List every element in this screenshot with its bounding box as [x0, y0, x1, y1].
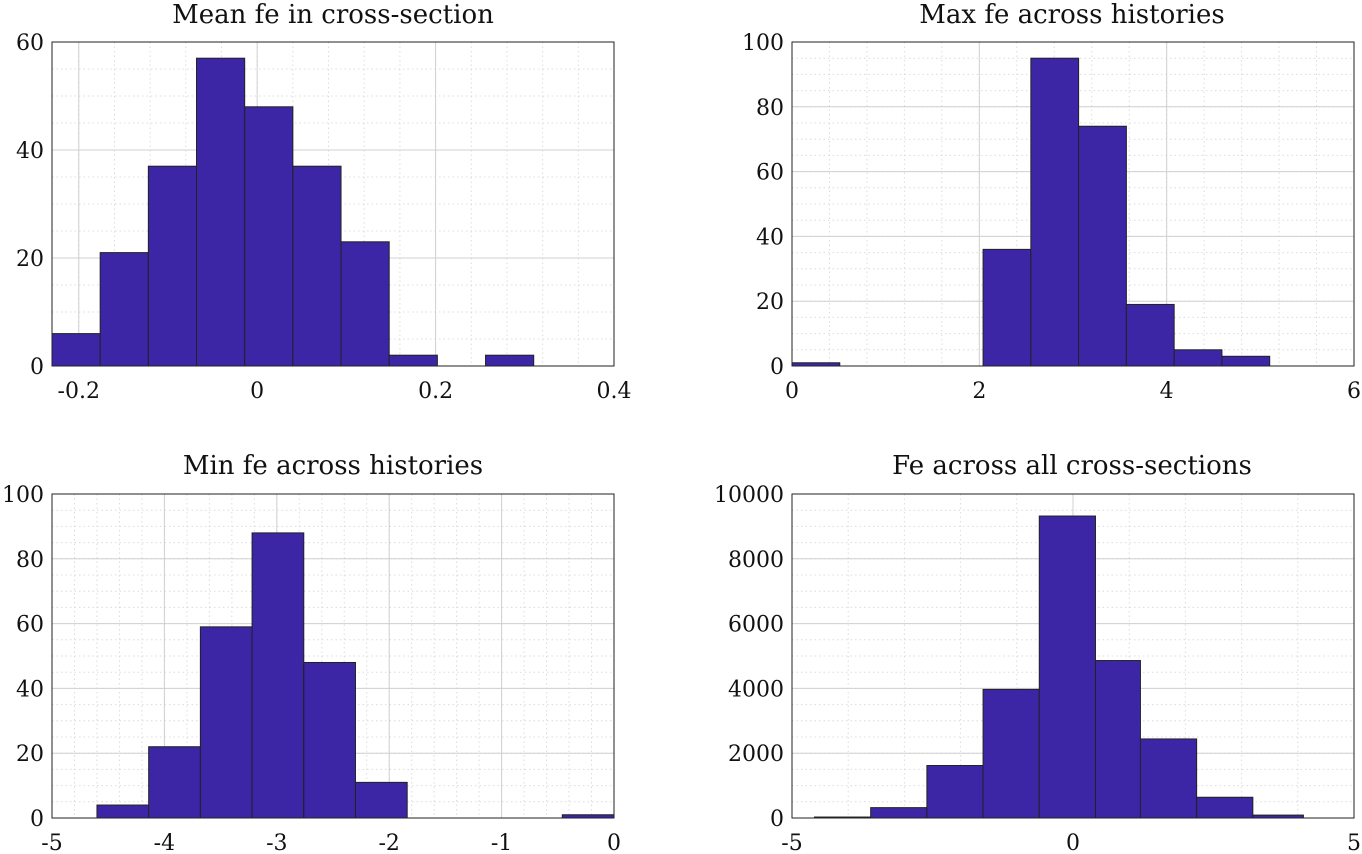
- y-tick-label: 40: [16, 139, 44, 164]
- plot-title: Max fe across histories: [919, 0, 1224, 30]
- bars: [51, 57, 535, 367]
- y-tick-labels: 0 2000 4000 6000 8000 10000: [714, 483, 784, 832]
- x-tick-label: -0.2: [58, 379, 100, 404]
- histogram-bar: [1078, 125, 1127, 367]
- x-tick-label: 5: [1347, 831, 1361, 854]
- x-tick-labels: -5 -4 -3 -2 -1 0: [41, 831, 621, 854]
- axes-box: [791, 41, 1355, 367]
- histogram-bar: [292, 165, 342, 367]
- histogram-bar: [354, 781, 408, 819]
- histogram-bar: [147, 165, 198, 367]
- plot-title: Min fe across histories: [183, 451, 483, 481]
- x-tick-label: -1: [491, 831, 512, 854]
- histogram-bar: [96, 804, 150, 819]
- x-tick-labels: -5 0 5: [781, 831, 1361, 854]
- y-tick-label: 80: [756, 96, 784, 121]
- y-tick-labels: 0 20 40 60: [16, 31, 44, 380]
- y-tick-label: 20: [756, 290, 784, 315]
- y-tick-labels: 0 20 40 60 80 100: [2, 483, 44, 832]
- histogram-bar: [982, 688, 1040, 819]
- y-tick-label: 100: [742, 31, 784, 56]
- y-tick-label: 0: [770, 807, 784, 832]
- y-tick-label: 100: [2, 483, 44, 508]
- histogram-bar: [244, 106, 294, 367]
- x-tick-label: 0: [1066, 831, 1080, 854]
- axes-box: [51, 41, 615, 367]
- y-tick-label: 0: [30, 355, 44, 380]
- histogram-bar: [340, 241, 390, 367]
- histogram-bar: [303, 661, 356, 819]
- x-tick-label: -2: [378, 831, 399, 854]
- y-tick-label: 40: [16, 677, 44, 702]
- y-tick-label: 8000: [728, 548, 784, 573]
- histogram-bar: [1196, 796, 1254, 819]
- x-tick-label: -5: [781, 831, 802, 854]
- panel-mean-fe: Mean fe in cross-section -0.2 0 0.2 0.4 0 20…: [16, 0, 632, 404]
- x-tick-label: 0: [785, 379, 799, 404]
- y-tick-label: 2000: [728, 742, 784, 767]
- y-tick-label: 40: [756, 225, 784, 250]
- histogram-bar: [388, 354, 438, 367]
- y-tick-label: 6000: [728, 613, 784, 638]
- y-tick-label: 60: [16, 613, 44, 638]
- histogram-bar: [199, 626, 253, 819]
- histogram-bar: [148, 746, 201, 819]
- y-tick-label: 10000: [714, 483, 784, 508]
- x-tick-label: -5: [41, 831, 62, 854]
- histogram-bar: [1094, 660, 1141, 819]
- x-tick-label: -3: [266, 831, 287, 854]
- panel-min-fe: Min fe across histories -5 -4 -3 -2 -1 0 0 20 4…: [2, 451, 621, 854]
- bars: [791, 57, 1271, 367]
- axes-box: [51, 493, 615, 819]
- x-tick-label: 0: [607, 831, 621, 854]
- histogram-bar: [1221, 355, 1271, 367]
- histogram-bar: [1030, 57, 1080, 367]
- histogram-bar: [870, 807, 928, 819]
- x-tick-labels: -0.2 0 0.2 0.4: [58, 379, 632, 404]
- y-tick-label: 60: [16, 31, 44, 56]
- axes-box: [791, 493, 1355, 819]
- panel-max-fe: Max fe across histories 0 2 4 6 0 20 40 60 80 10…: [742, 0, 1361, 404]
- x-tick-label: 4: [1160, 379, 1174, 404]
- y-tick-label: 0: [770, 355, 784, 380]
- y-tick-label: 20: [16, 742, 44, 767]
- y-tick-label: 4000: [728, 677, 784, 702]
- x-tick-label: 0.2: [418, 379, 453, 404]
- y-tick-labels: 0 20 40 60 80 100: [742, 31, 784, 380]
- histogram-bar: [196, 57, 246, 367]
- histogram-bar: [485, 354, 535, 367]
- histogram-bar: [51, 333, 101, 367]
- plot-title: Mean fe in cross-section: [172, 0, 494, 30]
- histogram-bar: [1038, 515, 1096, 819]
- histogram-bar: [251, 532, 305, 819]
- histogram-bar: [982, 248, 1032, 367]
- y-tick-label: 60: [756, 161, 784, 186]
- y-tick-label: 80: [16, 548, 44, 573]
- x-tick-label: -4: [154, 831, 175, 854]
- y-tick-label: 0: [30, 807, 44, 832]
- panel-fe-all: Fe across all cross-sections -5 0 5 020004…: [714, 451, 1361, 854]
- x-tick-label: 6: [1347, 379, 1361, 404]
- bars: [813, 515, 1304, 819]
- histogram-bar: [1173, 349, 1223, 367]
- x-tick-label: 2: [972, 379, 986, 404]
- x-tick-label: 0.4: [597, 379, 632, 404]
- bars: [96, 532, 615, 819]
- x-tick-label: 0: [250, 379, 264, 404]
- histogram-bar: [1125, 303, 1175, 367]
- x-tick-labels: 0 2 4 6: [785, 379, 1361, 404]
- plot-title: Fe across all cross-sections: [892, 451, 1252, 481]
- y-tick-label: 20: [16, 247, 44, 272]
- histogram-bar: [1139, 738, 1198, 819]
- histogram-bar: [99, 252, 149, 367]
- histogram-bar: [926, 765, 984, 819]
